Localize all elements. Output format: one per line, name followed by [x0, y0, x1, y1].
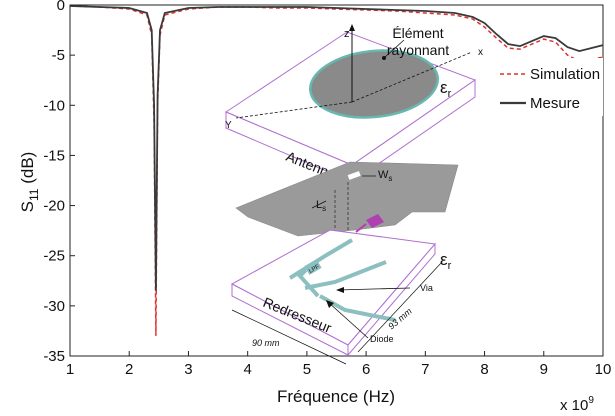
- x-tick-label: 10: [595, 361, 612, 378]
- connector: [366, 214, 384, 228]
- epsilon-antenna: εr: [440, 78, 452, 100]
- ws-label: Ws: [378, 169, 392, 183]
- x-tick-label: 3: [184, 361, 192, 378]
- x-tick-label: 1: [66, 361, 74, 378]
- y-tick-label: -35: [43, 348, 65, 365]
- x-tick-label: 5: [303, 361, 311, 378]
- lpf-block: [304, 259, 322, 275]
- via-label: Via: [420, 283, 433, 293]
- rectifier-traces: [288, 238, 396, 322]
- y-tick-label: -25: [43, 248, 65, 265]
- x-tick-labels: 1 2 3 4 5 6 7 8 9 10: [66, 351, 612, 378]
- series-lines: [69, 5, 604, 336]
- x-axis-multiplier: x 109: [560, 395, 594, 414]
- ground-plane: [235, 161, 459, 237]
- diode-label: Diode: [370, 334, 394, 344]
- rectenna-schematic: z x Y Élément rayonnant εr Antenne Ws Ls: [224, 24, 483, 365]
- y-tick-label: -10: [43, 97, 65, 114]
- z-axis-label: z: [344, 28, 350, 40]
- x-tick-label: 9: [540, 361, 548, 378]
- y-tick-label: 0: [57, 0, 65, 14]
- x-tick-label: 2: [125, 361, 133, 378]
- dimension-90mm: 90 mm: [252, 338, 280, 348]
- element-label-line1: Élément: [392, 25, 443, 41]
- x-axis-schematic-label: x: [478, 47, 483, 58]
- y-tick-label: -30: [43, 298, 65, 315]
- y-tick-label: -5: [52, 47, 65, 64]
- y-tick-label: -20: [43, 198, 65, 215]
- ls-label: Ls: [316, 199, 326, 213]
- y-axis-label: S11 (dB): [18, 152, 41, 213]
- x-axis-label: Fréquence (Hz): [277, 387, 395, 406]
- rectifier-substrate: [230, 229, 436, 357]
- y-tick-labels: 0 -5 -10 -15 -20 -25 -30 -35: [43, 0, 75, 365]
- x-tick-label: 4: [243, 361, 251, 378]
- legend-label-simulation: Simulation: [530, 66, 600, 83]
- y-axis-schematic-label: Y: [225, 120, 232, 131]
- legend-label-mesure: Mesure: [530, 95, 580, 112]
- x-tick-label: 7: [421, 361, 429, 378]
- epsilon-rectifier: εr: [440, 250, 452, 272]
- radiating-element: [309, 49, 439, 119]
- legend: Simulation Mesure: [496, 58, 603, 116]
- x-tick-label: 6: [362, 361, 370, 378]
- lpf-label: LPF: [308, 264, 321, 275]
- y-tick-label: -15: [43, 147, 65, 164]
- element-label-line2: rayonnant: [387, 42, 449, 58]
- x-tick-label: 8: [480, 361, 488, 378]
- series-line-mesure: [69, 5, 604, 291]
